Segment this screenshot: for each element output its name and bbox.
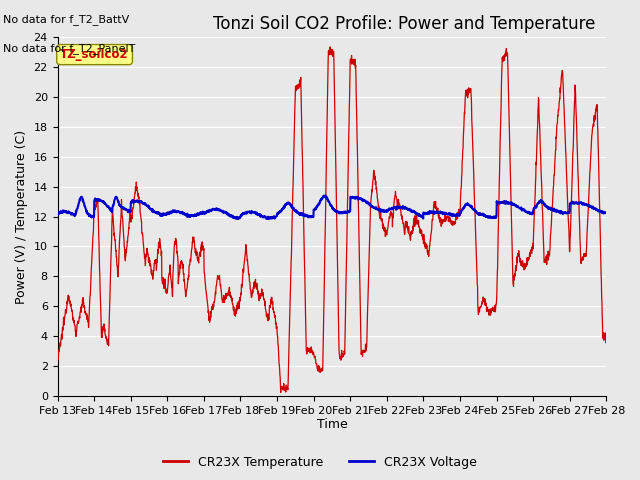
Text: TZ_soilco2: TZ_soilco2 (60, 48, 129, 61)
Y-axis label: Power (V) / Temperature (C): Power (V) / Temperature (C) (15, 130, 28, 304)
Legend: CR23X Temperature, CR23X Voltage: CR23X Temperature, CR23X Voltage (159, 451, 481, 474)
X-axis label: Time: Time (317, 419, 348, 432)
Text: No data for f_T2_BattV: No data for f_T2_BattV (3, 14, 129, 25)
Text: Tonzi Soil CO2 Profile: Power and Temperature: Tonzi Soil CO2 Profile: Power and Temper… (213, 15, 595, 33)
Text: No data for f_T2_PanelT: No data for f_T2_PanelT (3, 43, 136, 54)
